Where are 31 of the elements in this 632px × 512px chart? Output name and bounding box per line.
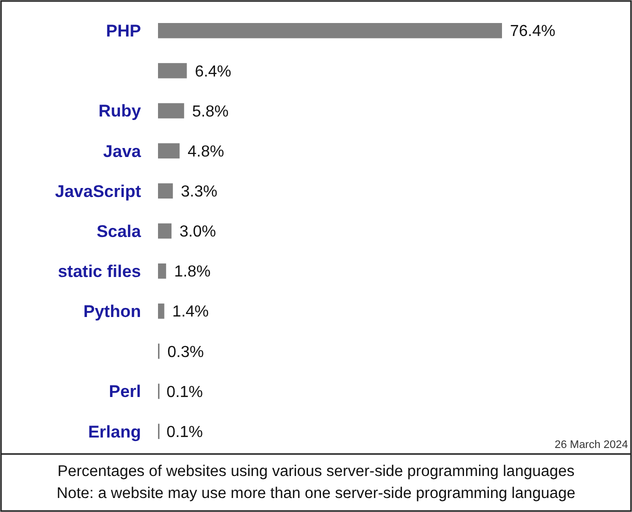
text: Percentages of websites using various server-side programming languages [58,463,575,480]
bar [158,103,184,118]
y-tick-label: Ruby [98,102,142,121]
data-label: 1.4% [172,304,209,321]
data-label: 6.4% [194,63,232,80]
text: Note: a website may use more than one server-side programming language [56,485,576,502]
y-tick-label: JavaScript [55,182,142,201]
data-label: 0.1% [166,424,203,441]
data-label: 5.8% [192,103,229,120]
data-label: 4.8% [188,143,224,160]
y-tick-label: Erlang [88,422,141,442]
bar [158,183,173,199]
bar [158,23,502,38]
data-label: 76.4% [510,23,556,40]
bar [158,223,172,239]
bar [158,143,180,158]
y-tick-label: Perl [108,382,141,402]
bar [158,263,166,279]
y-tick-label: static files [58,262,141,282]
data-label: 1.8% [174,264,211,281]
data-label: 3.3% [180,184,218,201]
data-label: 0.1% [166,384,203,401]
text: 26 March 2024 [554,439,628,451]
bar [158,304,164,319]
y-tick-label: Java [103,142,142,161]
y-tick-label: Python [83,302,141,322]
bar [158,63,187,78]
data-label: 3.0% [180,224,216,241]
y-tick-label: Scala [96,222,142,241]
data-label: 0.3% [167,344,204,361]
y-tick-label: PHP [106,22,141,41]
